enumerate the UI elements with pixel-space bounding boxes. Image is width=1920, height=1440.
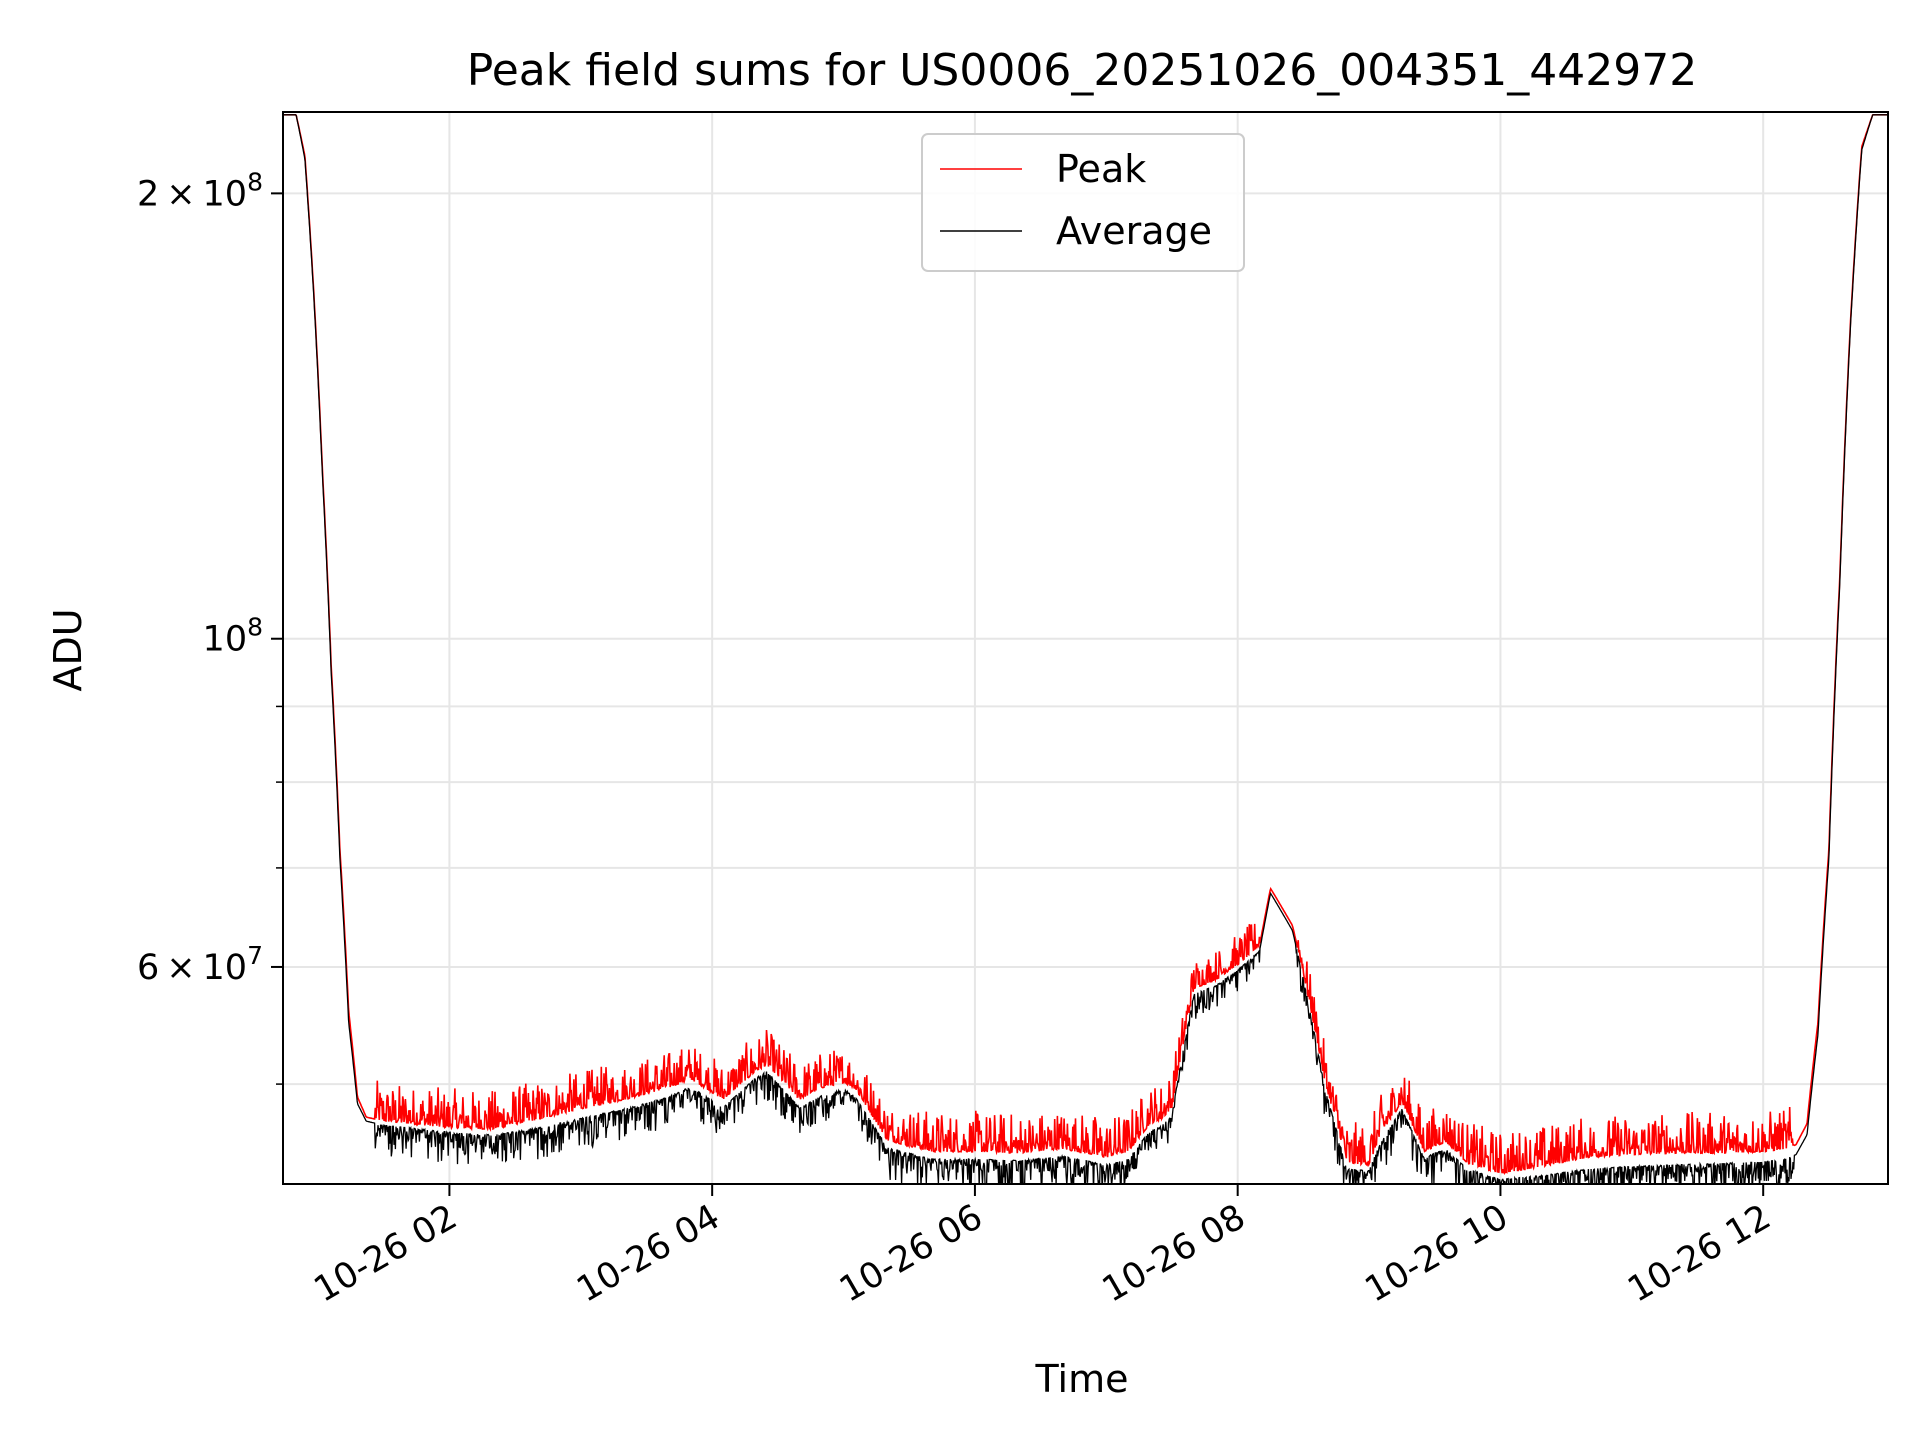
legend: Peak Average (921, 133, 1245, 272)
x-tick-label: 10-26 04 (570, 1197, 726, 1310)
legend-label-average: Average (1056, 209, 1212, 253)
x-tick-label: 10-26 06 (833, 1197, 989, 1310)
x-axis: 10-26 02 10-26 04 10-26 06 10-26 08 10-26 10… (308, 1184, 1778, 1310)
series-line-peak (283, 114, 1888, 1176)
grid (283, 112, 1888, 1184)
x-axis-label: Time (1035, 1357, 1129, 1401)
x-tick-label: 10-26 02 (308, 1197, 464, 1310)
chart-title: Peak field sums for US0006_20251026_0043… (467, 45, 1697, 96)
x-tick-label: 10-26 10 (1359, 1197, 1515, 1310)
y-tick-label: 108 (203, 613, 263, 660)
y-tick-label: 6 × 107 (137, 941, 263, 988)
y-tick-label: 2 × 108 (137, 167, 263, 214)
y-axis: 6 × 107 108 2 × 108 (137, 167, 283, 1085)
plot-frame (282, 111, 1889, 1185)
x-tick-label: 10-26 08 (1096, 1197, 1252, 1310)
series-line-average (283, 114, 1888, 1184)
legend-label-peak: Peak (1056, 147, 1146, 191)
x-tick-label: 10-26 12 (1621, 1197, 1777, 1310)
series-layer (283, 114, 1888, 1184)
y-axis-label: ADU (46, 608, 90, 691)
